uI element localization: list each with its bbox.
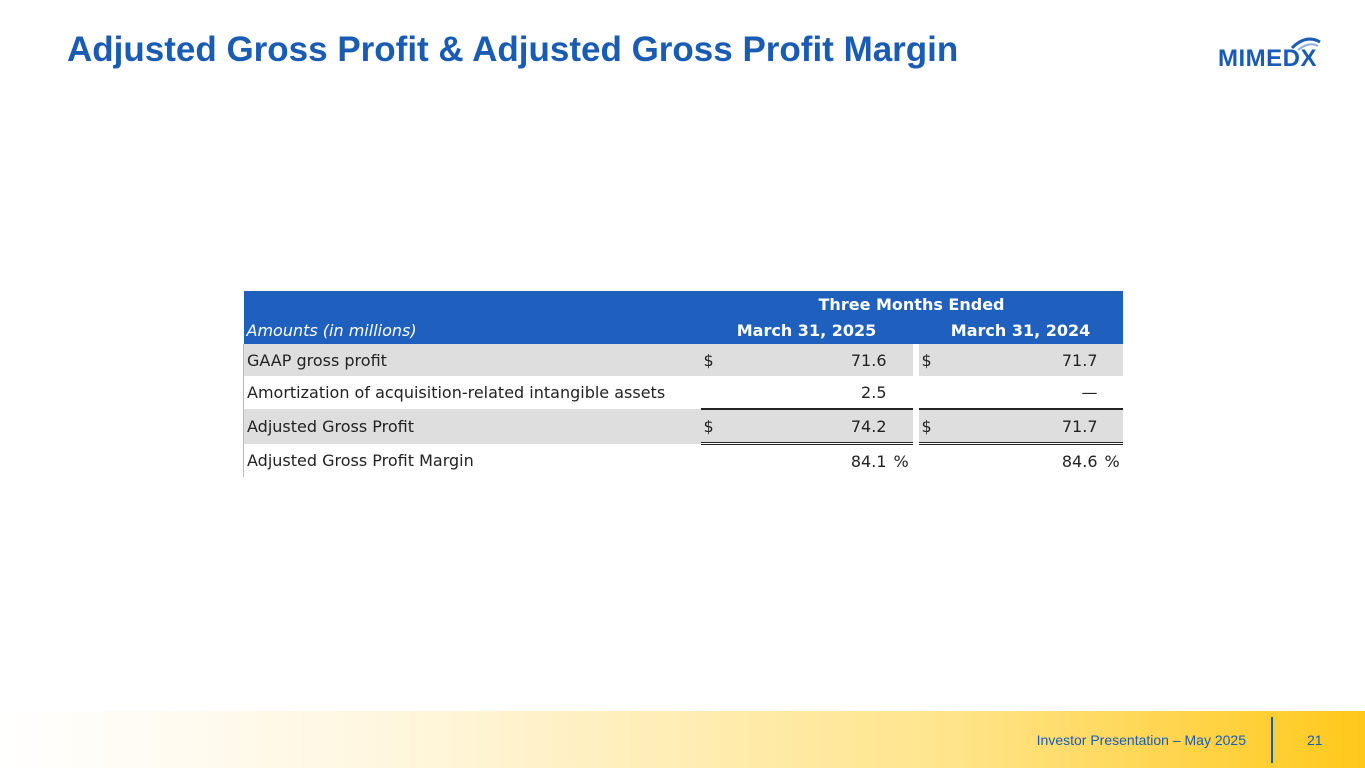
- value-2025: 74.2: [726, 408, 890, 445]
- row-label: Adjusted Gross Profit Margin: [243, 443, 701, 477]
- footer-divider: [1271, 717, 1273, 763]
- footer-bar: Investor Presentation – May 2025 21: [0, 711, 1365, 768]
- currency-symbol: [919, 376, 945, 409]
- mimedx-logo: MIMEDX: [1214, 32, 1332, 72]
- currency-symbol: [701, 444, 727, 478]
- currency-symbol: [701, 376, 727, 409]
- logo-arc-icon: [1290, 37, 1321, 51]
- value-2025: 84.1: [850, 451, 887, 471]
- row-label: Adjusted Gross Profit: [243, 409, 701, 444]
- adjusted-gross-profit-table: Three Months Ended Amounts (in millions)…: [243, 291, 1123, 477]
- table-column-header-row: Amounts (in millions) March 31, 2025 Mar…: [243, 317, 1123, 344]
- value-2025: 2.5: [861, 382, 887, 402]
- currency-symbol: $: [700, 344, 727, 376]
- currency-symbol: $: [918, 408, 945, 445]
- table-row: GAAP gross profit $ 71.6 $ 71.7: [243, 344, 1123, 376]
- percent-suffix: %: [1104, 451, 1120, 471]
- row-label: GAAP gross profit: [243, 344, 701, 376]
- slide-title: Adjusted Gross Profit & Adjusted Gross P…: [67, 30, 959, 69]
- value-2024: 84.6: [1061, 451, 1098, 471]
- value-2024: —: [1081, 382, 1098, 402]
- table-row: Amortization of acquisition-related inta…: [243, 376, 1123, 409]
- table-group-header-row: Three Months Ended: [243, 291, 1123, 317]
- value-2024: 71.7: [944, 344, 1101, 376]
- currency-symbol: $: [918, 344, 945, 376]
- table-row: Adjusted Gross Profit $ 74.2 $ 71.7: [243, 408, 1123, 445]
- group-header: Three Months Ended: [700, 291, 1123, 317]
- currency-symbol: $: [700, 408, 727, 445]
- percent-suffix: %: [893, 451, 909, 471]
- logo-text: MIMEDX: [1218, 45, 1317, 72]
- row-header-label: Amounts (in millions): [243, 317, 701, 344]
- table-row: Adjusted Gross Profit Margin 84.1 % 84.6…: [243, 443, 1123, 478]
- footer-presentation-label: Investor Presentation – May 2025: [1036, 732, 1246, 748]
- currency-symbol: [919, 444, 945, 478]
- column-header-2025: March 31, 2025: [700, 317, 913, 344]
- column-header-2024: March 31, 2024: [918, 317, 1123, 344]
- value-2024: 71.7: [944, 408, 1101, 445]
- page-number: 21: [1307, 732, 1323, 748]
- row-label: Amortization of acquisition-related inta…: [243, 376, 701, 409]
- value-2025: 71.6: [726, 344, 890, 376]
